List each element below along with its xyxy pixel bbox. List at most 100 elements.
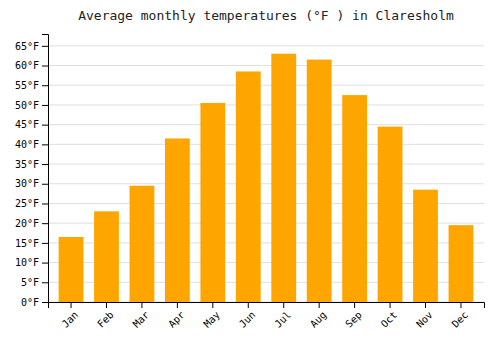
y-tick: 45°F <box>15 119 48 130</box>
grid-line <box>48 183 484 184</box>
y-tick-mark <box>42 302 48 303</box>
x-tick-label: Feb <box>95 309 116 330</box>
bars <box>59 54 474 302</box>
y-axis: 0°F 5°F 10°F 15°F 20°F 25°F 30°F 35°F 40°F 45°F 50… <box>15 35 49 308</box>
y-tick-label: 15°F <box>15 238 39 249</box>
y-tick-mark <box>42 263 48 264</box>
y-tick-mark <box>42 144 48 145</box>
x-tick-label: Sep <box>343 309 364 330</box>
x-tick-label: Aug <box>308 309 329 330</box>
y-tick: 0°F <box>21 297 48 308</box>
bar <box>165 138 190 302</box>
x-tick-mark <box>460 302 461 308</box>
y-tick-mark <box>42 223 48 224</box>
x-axis: Jan Feb Mar Apr May Jun Jul Aug Sep Oct Nov Dec <box>49 302 485 330</box>
x-tick: Dec <box>450 302 471 330</box>
x-tick-mark <box>354 302 355 308</box>
x-tick: Jan <box>60 302 81 330</box>
bar <box>413 190 438 302</box>
bar <box>59 237 84 302</box>
x-axis-line <box>49 303 485 309</box>
y-tick-label: 60°F <box>15 60 39 71</box>
x-tick: Apr <box>166 302 187 330</box>
x-tick-mark <box>212 302 213 308</box>
y-tick-mark <box>42 125 48 126</box>
bar <box>200 103 225 302</box>
bar <box>449 225 474 302</box>
y-tick-mark <box>42 184 48 185</box>
x-tick-label: Apr <box>166 309 187 330</box>
y-tick-label: 65°F <box>15 41 39 52</box>
y-tick-label: 20°F <box>15 218 39 229</box>
y-tick-mark <box>42 105 48 106</box>
bar <box>307 60 332 302</box>
y-tick: 30°F <box>15 178 48 189</box>
y-tick: 10°F <box>15 257 48 268</box>
x-tick-label: Jul <box>272 309 293 330</box>
grid-line <box>48 45 484 46</box>
y-tick-label: 5°F <box>21 277 39 288</box>
x-tick: Aug <box>308 302 329 330</box>
x-tick-mark <box>319 302 320 308</box>
title: Average monthly temperatures (°F ) in Cl… <box>78 8 454 23</box>
y-tick-label: 55°F <box>15 80 39 91</box>
y-tick-label: 10°F <box>15 257 39 268</box>
x-tick-label: Mar <box>131 309 152 330</box>
y-tick: 40°F <box>15 139 48 150</box>
y-tick-mark <box>42 85 48 86</box>
x-tick: Jul <box>272 302 293 330</box>
x-tick-mark <box>177 302 178 308</box>
y-tick-mark <box>42 243 48 244</box>
x-tick: Sep <box>343 302 364 330</box>
x-tick-label: Nov <box>414 309 435 330</box>
grid-line <box>48 85 484 86</box>
bar <box>271 54 296 302</box>
x-tick-label: Dec <box>450 309 471 330</box>
y-tick: 60°F <box>15 60 48 71</box>
x-tick: Feb <box>95 302 116 330</box>
y-tick: 35°F <box>15 159 48 170</box>
y-tick-mark <box>42 46 48 47</box>
x-tick-mark <box>283 302 284 308</box>
x-tick-mark <box>71 302 72 308</box>
y-tick-label: 30°F <box>15 178 39 189</box>
grid-line <box>48 144 484 145</box>
y-tick-mark <box>42 66 48 67</box>
y-tick-label: 40°F <box>15 139 39 150</box>
grid-line <box>48 104 484 105</box>
x-tick: Oct <box>379 302 400 330</box>
x-tick-mark <box>425 302 426 308</box>
x-tick-label: Oct <box>379 309 400 330</box>
x-tick-mark <box>106 302 107 308</box>
x-tick-mark <box>248 302 249 308</box>
plot: Jan Feb Mar Apr May Jun Jul Aug Sep Oct Nov Dec 0°F 5… <box>15 35 485 330</box>
x-tick: Mar <box>131 302 152 330</box>
x-tick-label: Jun <box>237 309 258 330</box>
bar <box>130 186 155 302</box>
x-tick-mark <box>390 302 391 308</box>
bar <box>342 95 367 302</box>
y-tick: 20°F <box>15 218 48 229</box>
x-tick-mark <box>141 302 142 308</box>
y-tick-mark <box>42 164 48 165</box>
bar <box>378 127 403 302</box>
y-tick: 25°F <box>15 198 48 209</box>
y-tick: 5°F <box>21 277 48 288</box>
y-axis-line <box>42 35 49 303</box>
x-tick: May <box>201 302 222 330</box>
grid-line <box>48 65 484 66</box>
y-tick-label: 25°F <box>15 198 39 209</box>
y-tick-label: 0°F <box>21 297 39 308</box>
y-tick-label: 35°F <box>15 159 39 170</box>
chart: Jan Feb Mar Apr May Jun Jul Aug Sep Oct Nov Dec 0°F 5… <box>0 0 500 350</box>
bar <box>236 71 261 302</box>
x-tick-label: May <box>201 309 222 330</box>
x-tick-label: Jan <box>60 309 81 330</box>
y-tick-label: 50°F <box>15 100 39 111</box>
grid-line <box>48 164 484 165</box>
y-tick: 65°F <box>15 41 48 52</box>
y-tick: 50°F <box>15 100 48 111</box>
x-tick: Nov <box>414 302 435 330</box>
y-tick-mark <box>42 282 48 283</box>
bar <box>94 211 119 302</box>
